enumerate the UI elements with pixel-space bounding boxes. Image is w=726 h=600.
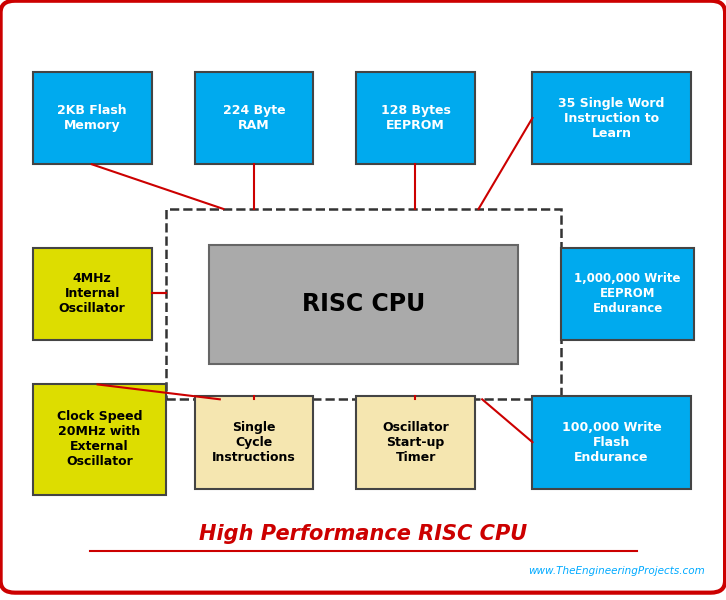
Text: Clock Speed
20MHz with
External
Oscillator: Clock Speed 20MHz with External Oscillat… xyxy=(57,410,142,469)
Text: 224 Byte
RAM: 224 Byte RAM xyxy=(223,104,285,132)
Text: 128 Bytes
EEPROM: 128 Bytes EEPROM xyxy=(380,104,451,132)
Bar xyxy=(209,245,518,364)
Text: RISC CPU: RISC CPU xyxy=(302,292,425,316)
Text: Single
Cycle
Instructions: Single Cycle Instructions xyxy=(212,421,295,464)
Bar xyxy=(195,72,313,164)
Bar xyxy=(33,385,166,494)
Bar xyxy=(356,72,475,164)
Bar xyxy=(33,248,152,340)
Bar xyxy=(195,397,313,488)
Text: 4MHz
Internal
Oscillator: 4MHz Internal Oscillator xyxy=(59,272,126,315)
Bar xyxy=(561,248,694,340)
Text: www.TheEngineeringProjects.com: www.TheEngineeringProjects.com xyxy=(529,566,705,576)
Text: 35 Single Word
Instruction to
Learn: 35 Single Word Instruction to Learn xyxy=(558,97,665,140)
Text: 2KB Flash
Memory: 2KB Flash Memory xyxy=(57,104,127,132)
Bar xyxy=(356,397,475,488)
Text: Oscillator
Start-up
Timer: Oscillator Start-up Timer xyxy=(383,421,449,464)
Text: 1,000,000 Write
EEPROM
Endurance: 1,000,000 Write EEPROM Endurance xyxy=(574,272,681,315)
Bar xyxy=(33,72,152,164)
Bar xyxy=(532,72,690,164)
Bar xyxy=(532,397,690,488)
Text: High Performance RISC CPU: High Performance RISC CPU xyxy=(200,524,528,544)
Text: 100,000 Write
Flash
Endurance: 100,000 Write Flash Endurance xyxy=(562,421,661,464)
Bar xyxy=(166,209,561,400)
